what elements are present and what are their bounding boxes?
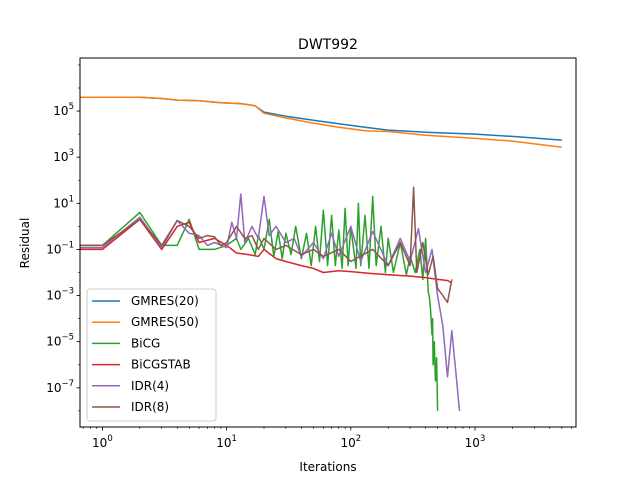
legend-label: BiCGSTAB	[131, 358, 191, 372]
tick-exponent: 0	[107, 434, 112, 444]
x-axis-label: Iterations	[299, 460, 356, 474]
tick-base: 10	[46, 289, 61, 303]
y-tick-label: 10−5	[46, 333, 74, 349]
x-axis: 100 101 102 103	[82, 427, 572, 450]
x-tick-label: 100	[92, 434, 113, 450]
y-tick-label: 105	[53, 102, 74, 118]
tick-exponent: −7	[61, 379, 74, 389]
x-tick-label: 102	[340, 434, 361, 450]
tick-exponent: 3	[69, 148, 74, 158]
y-axis-label: Residual	[18, 218, 32, 269]
tick-base: 10	[46, 242, 61, 256]
tick-base: 10	[53, 150, 68, 164]
tick-base: 10	[340, 436, 355, 450]
tick-base: 10	[53, 104, 68, 118]
x-tick-label: 101	[216, 434, 237, 450]
series-layer	[80, 96, 562, 411]
series-line-4	[80, 193, 461, 411]
series-line-2	[80, 195, 439, 411]
tick-exponent: −1	[61, 240, 74, 250]
tick-exponent: 1	[232, 434, 237, 444]
y-tick-label: 101	[53, 194, 74, 210]
tick-exponent: −3	[61, 287, 74, 297]
tick-exponent: 1	[69, 194, 74, 204]
legend-label: IDR(4)	[131, 379, 169, 393]
y-tick-label: 10−1	[46, 240, 74, 256]
chart-title: DWT992	[298, 37, 358, 53]
legend-label: GMRES(50)	[131, 315, 199, 329]
y-tick-label: 10−3	[46, 287, 74, 303]
x-tick-label: 103	[465, 434, 486, 450]
tick-base: 10	[216, 436, 231, 450]
legend-label: BiCG	[131, 336, 160, 350]
tick-base: 10	[92, 436, 107, 450]
tick-exponent: −5	[61, 333, 74, 343]
legend: GMRES(20) GMRES(50) BiCG BiCGSTAB IDR(4) IDR(…	[86, 288, 217, 422]
y-tick-label: 103	[53, 148, 74, 164]
y-tick-label: 10−7	[46, 379, 74, 395]
tick-base: 10	[53, 196, 68, 210]
tick-base: 10	[46, 335, 61, 349]
legend-label: GMRES(20)	[131, 294, 199, 308]
tick-exponent: 5	[69, 102, 74, 112]
tick-exponent: 2	[356, 434, 361, 444]
series-line-1	[80, 96, 562, 148]
legend-label: IDR(8)	[131, 400, 169, 414]
tick-exponent: 3	[480, 434, 485, 444]
tick-base: 10	[46, 381, 61, 395]
plot-frame	[79, 57, 577, 428]
tick-base: 10	[465, 436, 480, 450]
series-line-5	[80, 186, 453, 304]
